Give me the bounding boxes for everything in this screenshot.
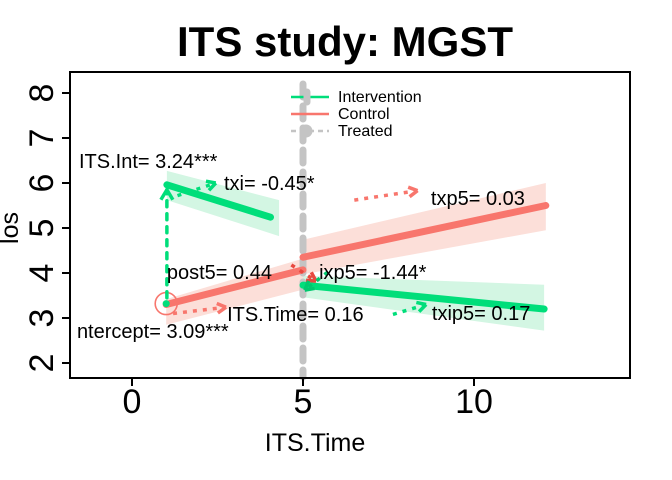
y-tick-label: 3 [23, 309, 61, 328]
effect-arrow [159, 186, 175, 300]
annotation-0: ITS.Int= 3.24*** [79, 151, 218, 173]
annotation-arrows [172, 179, 428, 317]
intervention-post-line [299, 281, 548, 313]
y-tick-label: 5 [23, 219, 61, 238]
x-tick-label: 5 [294, 383, 313, 421]
txi-arrow [176, 181, 217, 198]
txip5-arrow-head [415, 300, 427, 307]
annotation-1: txi= -0.45* [224, 173, 315, 195]
annotation-2: txp5= 0.03 [431, 188, 525, 210]
x-tick-label: 10 [455, 383, 493, 421]
y-tick-label: 2 [23, 354, 61, 373]
x-tick-label: 0 [123, 383, 142, 421]
legend-point-treated [299, 124, 313, 138]
its-time-arrow-head [216, 301, 227, 309]
trend-lines [162, 181, 550, 313]
chart-title: ITS study: MGST [177, 18, 513, 65]
annotation-4: ixp5= -1.44* [319, 262, 427, 284]
annotations: ITS.Int= 3.24*** txi= -0.45* txp5= 0.03 pos… [77, 151, 530, 343]
annotation-7: ntercept= 3.09*** [77, 321, 229, 343]
annotation-3: post5= 0.44 [167, 262, 272, 284]
y-tick-label: 7 [23, 129, 61, 148]
annotation-5: ITS.Time= 0.16 [227, 304, 364, 326]
y-axis-label: los [0, 212, 24, 244]
control-pre-line [162, 266, 307, 308]
intercept-dot-marker [162, 300, 170, 308]
legend-label-control: Control [338, 106, 390, 123]
legend-label-treated: Treated [338, 123, 393, 140]
y-tick-label: 6 [23, 174, 61, 193]
txi-arrow-head [205, 179, 217, 185]
y-tick-label: 4 [23, 264, 61, 283]
txp5-arrow [354, 188, 418, 202]
y-tick-label: 8 [23, 84, 61, 103]
axis-ticks: 0 5 10 2 3 4 5 6 7 8 [23, 84, 493, 421]
control-post-line [299, 202, 550, 261]
post5-arrow-head [309, 271, 318, 282]
x-axis-label: ITS.Time [265, 429, 365, 457]
intervention-pre-line [163, 181, 275, 221]
ixp5-arrow-head [304, 286, 315, 292]
effect-arrowhead [159, 186, 175, 201]
legend-label-intervention: Intervention [338, 89, 422, 106]
txp5-arrow-head [407, 185, 419, 193]
annotation-6: txip5= 0.17 [432, 303, 530, 325]
plot-box [69, 71, 631, 379]
